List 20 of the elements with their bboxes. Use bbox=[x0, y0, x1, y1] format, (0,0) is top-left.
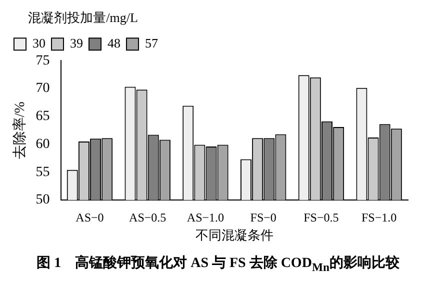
legend-label: 57 bbox=[145, 36, 158, 51]
legend-title: 混凝剂投加量/mg/L bbox=[28, 10, 138, 25]
y-tick-label: 55 bbox=[36, 164, 50, 180]
y-tick-label: 75 bbox=[36, 53, 50, 68]
legend-label: 39 bbox=[70, 36, 83, 51]
legend-label: 48 bbox=[108, 36, 120, 51]
x-tick-label: AS−1.0 bbox=[186, 210, 224, 224]
y-axis-title: 去除率/% bbox=[12, 101, 28, 160]
y-tick-label: 50 bbox=[36, 192, 50, 208]
x-tick-label: AS−0 bbox=[76, 210, 104, 224]
text: 图 1 高锰酸钾预氧化对 AS 与 FS 去除 COD$_{Mn}$的影响比较 bbox=[36, 254, 400, 274]
x-tick-label: FS−0.5 bbox=[304, 210, 339, 224]
y-tick-label: 60 bbox=[36, 136, 50, 152]
x-tick-label: FS−1.0 bbox=[362, 210, 397, 224]
legend-label: 30 bbox=[32, 36, 46, 51]
y-tick-label: 65 bbox=[36, 109, 50, 124]
x-axis-title: 不同混凝条件 bbox=[195, 228, 274, 243]
x-tick-label: AS−0.5 bbox=[129, 210, 166, 224]
y-tick-label: 70 bbox=[36, 81, 50, 96]
x-tick-label: FS−0 bbox=[250, 210, 276, 224]
